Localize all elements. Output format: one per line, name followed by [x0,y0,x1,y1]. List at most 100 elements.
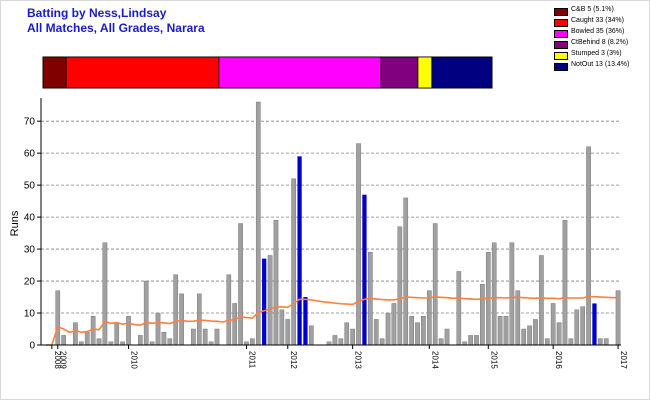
legend-item: Caught 33 (34%) [554,17,650,28]
x-tick-label: 2009 [59,351,68,369]
innings-bar [615,290,621,346]
dismissal-segment [65,56,220,89]
innings-bar [73,322,78,346]
y-tick-label: 10 [24,309,36,320]
innings-bar [332,335,338,346]
dismissal-segment [417,56,433,89]
innings-bar [397,226,403,346]
legend-item: C&B 5 (5.1%) [554,6,650,17]
innings-bar [114,322,120,346]
innings-bar [480,284,485,346]
legend-item: Bowled 35 (36%) [554,28,650,39]
innings-bar [474,335,479,346]
innings-bar [291,178,296,346]
innings-bar [309,325,314,346]
chart-subtitle: All Matches, All Grades, Narara [27,21,205,35]
not-out-bar [262,258,267,345]
innings-bar [533,319,538,346]
dismissal-segment [380,56,419,89]
not-out-bar [362,194,367,345]
innings-bar [356,143,361,346]
y-tick-label: 30 [24,245,36,256]
innings-bar [155,312,161,346]
y-axis-label: Runs [9,210,21,236]
legend-label: C&B 5 (5.1%) [571,6,614,13]
innings-bar [232,303,238,346]
innings-bar [90,316,96,346]
innings-bar [515,290,521,346]
legend-item: NotOut 13 (13.4%) [554,61,650,72]
x-tick-label: 2013 [354,351,363,369]
x-tick-label: 2016 [554,351,563,369]
innings-bar [385,312,391,346]
innings-bar [173,274,179,346]
dismissal-segment [218,56,382,89]
innings-bar [391,303,397,346]
innings-bar [456,271,462,346]
legend-label: NotOut 13 (13.4%) [571,61,630,68]
innings-bar [444,328,450,346]
legend-swatch [554,52,568,60]
innings-bar [527,325,532,346]
innings-bar [167,338,173,346]
legend-label: Caught 33 (34%) [571,17,624,24]
innings-bar [598,338,603,346]
innings-bar [267,255,273,346]
innings-bar [562,220,568,346]
innings-bar [126,316,131,346]
innings-bar [415,322,420,346]
innings-bar [421,316,426,346]
innings-bar [96,338,102,346]
innings-bar [403,197,409,346]
dismissal-segment [431,56,493,89]
y-tick-label: 70 [24,117,36,128]
innings-bar [202,328,208,346]
innings-bar [55,290,61,346]
innings-bar [491,242,497,346]
y-tick-label: 20 [24,277,36,288]
x-tick-label: 2017 [619,351,628,369]
innings-bar [544,338,550,346]
innings-bar [338,338,344,346]
not-out-bar [592,303,597,345]
innings-bar [179,293,184,346]
innings-bar [438,338,444,346]
legend-swatch [554,8,568,16]
innings-bar [61,335,66,346]
innings-bar [556,322,562,346]
innings-bar [273,220,279,346]
innings-bar [344,322,350,346]
innings-bar [191,328,196,346]
innings-bar [379,338,385,346]
innings-bar [226,274,232,346]
not-out-bar [303,297,308,345]
innings-bar [603,338,609,346]
innings-bar [84,332,90,346]
innings-bar [432,223,438,346]
innings-bar [373,319,379,346]
innings-bar [550,303,556,346]
y-tick-label: 0 [29,341,35,352]
x-tick-label: 2014 [430,351,439,369]
innings-bar [568,338,574,346]
innings-bar [161,332,167,346]
not-out-bar [297,156,302,345]
innings-bar [503,316,509,346]
innings-bar [238,223,243,346]
x-tick-label: 2012 [289,351,298,369]
innings-bar [143,280,149,346]
innings-bar [586,146,591,346]
y-tick-label: 50 [24,181,36,192]
innings-bar [497,316,503,346]
x-tick-label: 2015 [489,351,498,369]
chart-title: Batting by Ness,Lindsay [27,6,167,20]
innings-bar [509,242,515,346]
legend: C&B 5 (5.1%) Caught 33 (34%) Bowled 35 (36… [554,6,650,72]
dismissal-segment [42,56,67,89]
innings-bar [409,316,414,346]
x-tick-label: 2011 [247,351,256,369]
legend-swatch [554,41,568,49]
innings-bar [285,319,291,346]
